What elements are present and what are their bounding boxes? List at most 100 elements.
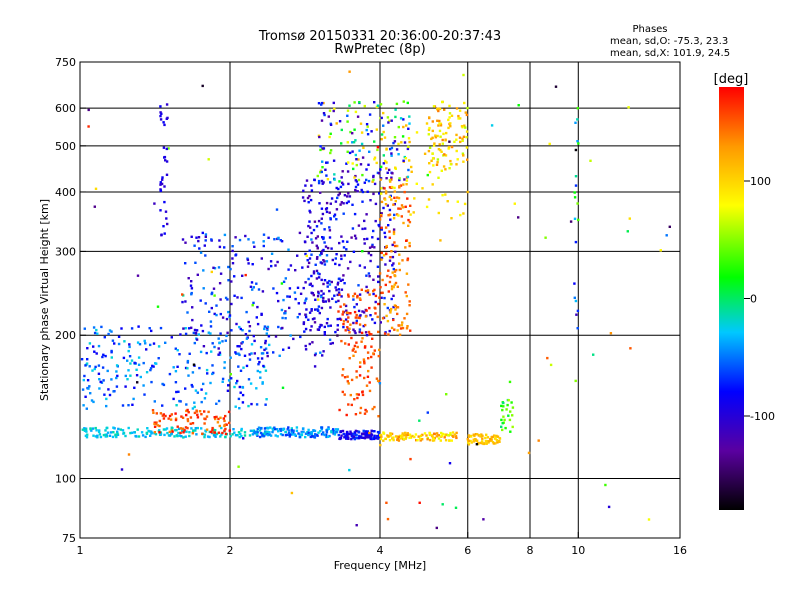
data-point xyxy=(548,142,551,146)
data-point xyxy=(363,360,366,363)
data-point xyxy=(204,233,208,236)
data-point xyxy=(82,378,85,382)
data-point xyxy=(310,184,313,187)
data-point xyxy=(410,170,413,173)
data-point xyxy=(381,317,385,320)
data-point xyxy=(428,116,431,119)
data-point xyxy=(413,197,416,200)
data-point xyxy=(274,335,278,338)
data-point xyxy=(392,230,396,234)
data-point xyxy=(320,222,323,225)
data-point xyxy=(218,351,222,354)
data-point xyxy=(165,147,168,151)
data-point xyxy=(314,308,317,311)
data-point xyxy=(357,430,360,433)
data-point xyxy=(406,175,410,179)
data-point xyxy=(345,433,348,436)
data-point xyxy=(357,224,361,227)
data-point xyxy=(120,327,123,330)
data-point xyxy=(308,209,311,213)
data-point xyxy=(97,344,101,348)
data-point xyxy=(327,299,331,303)
data-point xyxy=(237,397,241,401)
data-point xyxy=(169,418,173,421)
data-point xyxy=(425,205,429,209)
data-point xyxy=(223,361,226,364)
data-point xyxy=(215,402,218,405)
data-point xyxy=(236,434,239,437)
data-point xyxy=(396,312,399,316)
data-point xyxy=(152,342,156,345)
data-point xyxy=(466,190,469,194)
data-point xyxy=(178,434,181,437)
data-point xyxy=(467,443,471,446)
data-point xyxy=(416,439,419,442)
data-point xyxy=(317,298,320,301)
data-point xyxy=(159,118,163,121)
data-point xyxy=(131,403,134,406)
data-point xyxy=(366,431,369,434)
data-point xyxy=(359,361,362,364)
data-point xyxy=(397,142,400,146)
data-point xyxy=(423,432,427,435)
data-point xyxy=(181,238,185,241)
data-point xyxy=(464,126,467,129)
data-point xyxy=(340,142,343,145)
data-point xyxy=(352,250,356,253)
colorbar xyxy=(719,87,744,510)
data-point xyxy=(376,379,380,383)
data-point xyxy=(238,407,241,410)
data-point xyxy=(353,330,356,333)
data-point xyxy=(277,430,280,433)
data-point xyxy=(184,387,187,390)
data-point xyxy=(266,432,269,435)
data-point xyxy=(93,331,97,335)
data-point xyxy=(437,437,441,440)
data-point xyxy=(186,426,189,430)
data-point xyxy=(278,354,281,357)
data-point xyxy=(385,161,388,164)
data-point xyxy=(365,168,368,171)
data-point xyxy=(92,400,95,404)
data-point xyxy=(405,433,408,436)
data-point xyxy=(264,369,268,372)
data-point xyxy=(383,231,386,235)
data-point xyxy=(132,397,135,401)
data-point xyxy=(391,255,395,259)
data-point xyxy=(93,367,96,371)
data-point xyxy=(472,433,475,436)
data-point xyxy=(441,194,444,197)
data-point xyxy=(408,115,411,118)
data-point xyxy=(292,429,295,432)
data-point xyxy=(114,434,117,437)
data-point xyxy=(346,141,349,144)
data-point xyxy=(329,132,332,135)
data-point xyxy=(256,357,260,360)
data-point xyxy=(203,433,207,436)
data-point xyxy=(244,273,247,277)
data-point xyxy=(502,401,505,405)
data-point xyxy=(174,370,178,373)
data-point xyxy=(189,284,193,287)
data-point xyxy=(280,240,284,243)
data-point xyxy=(341,368,345,371)
data-point xyxy=(589,159,592,162)
data-point xyxy=(328,226,331,229)
data-point xyxy=(135,368,138,371)
data-point xyxy=(199,299,202,302)
data-point xyxy=(341,181,344,184)
data-point xyxy=(573,282,576,285)
data-point xyxy=(336,293,339,297)
data-point xyxy=(279,239,282,242)
data-point xyxy=(401,435,404,438)
data-point xyxy=(256,428,259,431)
data-point xyxy=(351,150,354,153)
data-point xyxy=(379,178,382,181)
data-point xyxy=(238,345,241,348)
data-point xyxy=(83,374,86,378)
data-point xyxy=(329,181,332,184)
data-point xyxy=(408,122,411,125)
data-point xyxy=(335,253,338,256)
data-point xyxy=(367,357,370,360)
